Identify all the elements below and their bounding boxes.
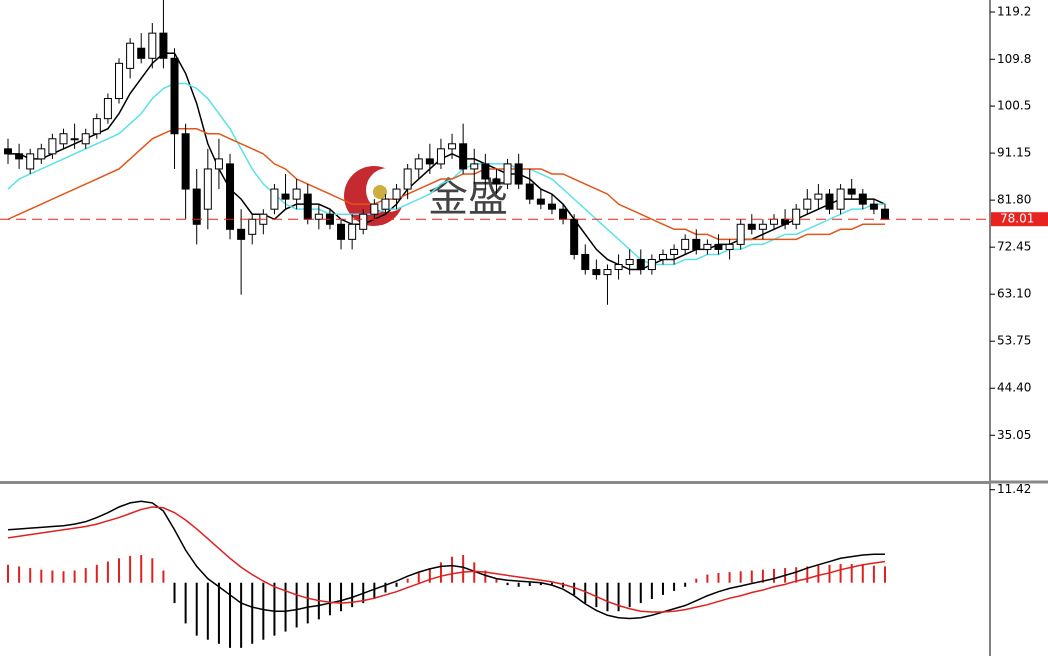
candle-body <box>137 47 146 59</box>
candle-body <box>470 163 479 170</box>
candle-body <box>658 253 667 260</box>
candle-body <box>303 193 312 220</box>
candle-body <box>647 258 656 271</box>
candle-body <box>714 243 723 250</box>
candle-body <box>370 203 379 215</box>
candle-body <box>414 158 423 170</box>
candle-body <box>92 118 101 135</box>
candle-body <box>392 188 401 200</box>
y-tick-label: 81.80 <box>997 193 1031 207</box>
candle-body <box>503 163 512 185</box>
candle-body <box>769 218 778 225</box>
candle-body <box>15 153 24 160</box>
candle-body <box>703 243 712 250</box>
candle-body <box>536 198 545 205</box>
candle-body <box>758 223 767 230</box>
candle-body <box>281 193 290 200</box>
candle-body <box>481 163 490 180</box>
candle-body <box>448 143 457 150</box>
candle-body <box>825 193 834 210</box>
candle-body <box>581 253 590 271</box>
logo-dot <box>373 185 387 199</box>
candle-body <box>614 264 623 271</box>
candle-body <box>592 269 601 276</box>
y-tick-label: 63.10 <box>997 287 1031 301</box>
candle-body <box>436 148 445 165</box>
candle-body <box>81 133 90 145</box>
y-tick-label: 35.05 <box>997 428 1031 442</box>
candle-body <box>181 133 190 190</box>
candle-body <box>747 223 756 230</box>
panel-separator <box>0 481 990 484</box>
candle-body <box>270 188 279 210</box>
candle-body <box>214 158 223 170</box>
y-tick-label: 11.42 <box>997 482 1031 496</box>
candle-body <box>26 153 35 170</box>
candle-body <box>70 138 79 141</box>
candle-body <box>858 193 867 205</box>
candle-body <box>226 163 235 230</box>
candle-body <box>492 178 501 185</box>
candle-body <box>881 208 889 220</box>
candle-body <box>115 62 124 100</box>
candle-body <box>547 203 556 210</box>
candle-body <box>559 208 568 220</box>
candle-body <box>636 258 645 271</box>
y-tick-label: 72.45 <box>997 240 1031 254</box>
candle-body <box>459 143 468 170</box>
candle-body <box>170 57 179 135</box>
candle-body <box>148 32 157 59</box>
y-tick-label: 119.2 <box>997 5 1031 19</box>
candle-body <box>736 223 745 245</box>
candle-body <box>514 163 523 185</box>
candle-body <box>425 158 434 165</box>
candle-body <box>814 193 823 200</box>
candle-body <box>37 148 46 160</box>
candle-body <box>337 223 346 240</box>
candle-body <box>869 203 878 210</box>
candle-body <box>292 188 301 200</box>
candle-body <box>359 213 368 230</box>
candle-body <box>381 198 390 210</box>
candle-body <box>192 188 201 225</box>
candle-body <box>803 198 812 210</box>
candle-body <box>781 218 790 225</box>
current-price-label: 78.01 <box>1000 212 1034 226</box>
candle-body <box>126 42 135 69</box>
candle-body <box>203 168 212 210</box>
y-tick-label: 91.15 <box>997 146 1031 160</box>
y-tick-label: 44.40 <box>997 381 1031 395</box>
candle-body <box>681 238 690 250</box>
candle-body <box>836 188 845 210</box>
candle-body <box>4 148 12 155</box>
candle-body <box>159 32 168 59</box>
candle-body <box>403 168 412 190</box>
signal-line <box>7 506 886 613</box>
candle-body <box>725 243 734 250</box>
y-tick-label: 100.5 <box>997 99 1031 113</box>
candle-body <box>847 188 856 195</box>
candle-body <box>348 223 357 240</box>
candle-body <box>792 208 801 225</box>
candle-body <box>603 269 612 276</box>
candle-body <box>525 183 534 200</box>
candle-body <box>48 138 57 155</box>
y-tick-label: 53.75 <box>997 334 1031 348</box>
candle-body <box>625 258 634 266</box>
candle-body <box>670 248 679 255</box>
candle-body <box>103 98 112 120</box>
candle-body <box>570 218 579 255</box>
candle-body <box>692 238 701 250</box>
candle-body <box>59 133 68 145</box>
macd-line <box>7 500 885 620</box>
current-price-box <box>991 212 1048 227</box>
candle-body <box>237 228 246 240</box>
candle-body <box>314 213 323 220</box>
candle-body <box>248 218 257 235</box>
moving-average <box>7 82 885 266</box>
y-tick-label: 109.8 <box>997 52 1031 66</box>
